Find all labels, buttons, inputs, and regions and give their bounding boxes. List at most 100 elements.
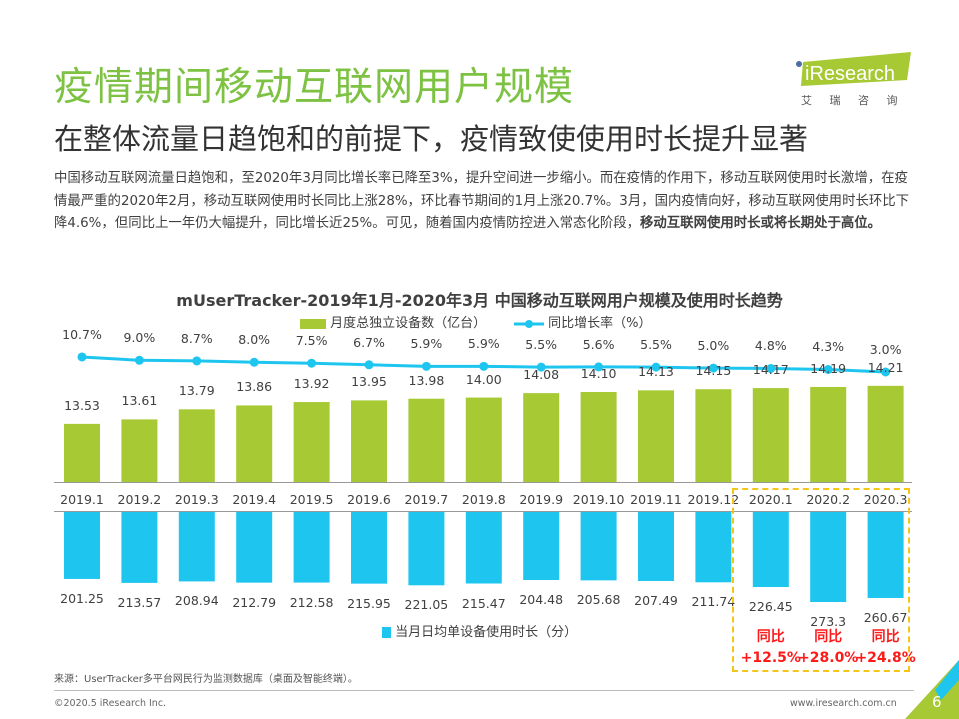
growth-value-label: 5.5% xyxy=(525,337,558,353)
device-bar xyxy=(810,386,847,482)
duration-value-label: 273.3 xyxy=(810,614,847,630)
logo-dot xyxy=(796,61,802,67)
website-link[interactable]: www.iresearch.com.cn xyxy=(790,698,897,709)
duration-bar xyxy=(580,512,617,581)
category-label: 2019.11 xyxy=(630,492,682,507)
device-bar xyxy=(351,400,387,482)
duration-value-label: 211.74 xyxy=(691,594,736,610)
device-value-label: 13.95 xyxy=(351,374,387,390)
category-label: 2020.2 xyxy=(806,492,851,507)
device-bar xyxy=(523,393,560,482)
device-bar xyxy=(121,419,158,482)
duration-bar xyxy=(121,512,158,583)
growth-value-label: 4.8% xyxy=(754,338,787,354)
device-value-label: 13.53 xyxy=(64,397,100,413)
duration-value-label: 215.95 xyxy=(347,595,391,611)
category-label: 2019.8 xyxy=(461,492,506,507)
page-corner-decoration xyxy=(905,660,959,719)
growth-value-label: 5.0% xyxy=(697,338,730,354)
duration-bar xyxy=(523,512,560,580)
iresearch-logo: iResearch 艾 瑞 咨 询 xyxy=(796,52,911,107)
chart-title: mUserTracker-2019年1月-2020年3月 中国移动互联网用户规模… xyxy=(176,291,783,310)
duration-value-label: 207.49 xyxy=(634,592,678,608)
yoy-value: +28.0% xyxy=(798,650,859,666)
growth-point xyxy=(536,362,546,372)
device-bar xyxy=(867,385,904,482)
device-value-label: 14.10 xyxy=(580,366,617,381)
device-value-label: 13.92 xyxy=(293,376,330,392)
duration-value-label: 260.67 xyxy=(863,609,908,625)
device-bar xyxy=(752,388,789,482)
category-label: 2019.1 xyxy=(60,492,104,507)
growth-point xyxy=(766,363,776,373)
duration-bar xyxy=(465,512,502,584)
category-label: 2019.2 xyxy=(117,492,162,507)
duration-value-label: 212.79 xyxy=(232,594,277,610)
duration-value-label: 226.45 xyxy=(748,599,793,615)
legend-label: 月度总独立设备数（亿台） xyxy=(330,316,487,331)
duration-value-label: 213.57 xyxy=(117,594,162,610)
category-label: 2019.6 xyxy=(347,492,391,507)
legend-growth: 同比增长率（%） xyxy=(514,312,652,331)
logo-banner xyxy=(801,52,911,86)
yoy-label: 同比 xyxy=(814,629,843,645)
growth-point xyxy=(594,362,604,372)
device-value-label: 14.19 xyxy=(810,360,847,376)
footer-divider xyxy=(54,690,914,691)
source-note: 来源：UserTracker多平台网民行为监测数据库（桌面及智能终端）。 xyxy=(54,674,358,685)
device-bar xyxy=(64,423,100,482)
duration-value-label: 201.25 xyxy=(60,590,104,606)
legend-label: 同比增长率（%） xyxy=(548,316,652,331)
category-label: 2019.10 xyxy=(572,492,625,507)
yoy-label: 同比 xyxy=(871,629,900,645)
legend-devices: 月度总独立设备数（亿台） xyxy=(300,312,486,331)
page-title: 疫情期间移动互联网用户规模 xyxy=(54,65,575,110)
duration-bar xyxy=(810,512,847,603)
device-bar xyxy=(236,405,273,482)
device-value-label: 13.98 xyxy=(408,372,445,388)
duration-bar xyxy=(293,512,330,583)
category-label: 2020.1 xyxy=(748,492,793,507)
growth-value-label: 10.7% xyxy=(62,326,102,342)
duration-bar xyxy=(64,512,100,579)
duration-value-label: 215.47 xyxy=(461,595,506,611)
growth-point xyxy=(881,367,891,377)
device-bar xyxy=(408,398,445,482)
device-value-label: 14.08 xyxy=(523,367,560,383)
category-label: 2019.5 xyxy=(289,492,334,507)
duration-bar xyxy=(408,512,445,586)
device-bar xyxy=(178,409,215,482)
legend-line-icon xyxy=(514,319,544,328)
device-value-label: 14.17 xyxy=(752,362,789,378)
duration-bar xyxy=(752,512,789,588)
growth-point xyxy=(249,357,259,367)
growth-point xyxy=(307,358,317,368)
device-value-label: 13.61 xyxy=(121,393,158,409)
growth-value-label: 8.0% xyxy=(238,332,271,348)
logo-cn: 艾 瑞 咨 询 xyxy=(801,93,905,107)
device-bar xyxy=(293,402,330,482)
growth-value-label: 5.6% xyxy=(582,336,615,352)
growth-point xyxy=(823,364,833,374)
duration-bar xyxy=(351,512,387,584)
copyright: ©2020.5 iResearch Inc. xyxy=(54,698,167,709)
duration-value-label: 204.48 xyxy=(519,591,564,607)
growth-value-label: 5.5% xyxy=(640,337,672,353)
category-label: 2019.4 xyxy=(232,492,277,507)
highlight-box xyxy=(732,488,910,672)
device-value-label: 14.13 xyxy=(638,364,674,380)
yoy-value: +24.8% xyxy=(855,650,916,666)
category-label: 2020.3 xyxy=(863,492,908,507)
page-subtitle: 在整体流量日趋饱和的前提下，疫情致使使用时长提升显著 xyxy=(54,122,809,156)
growth-value-label: 8.7% xyxy=(180,330,213,346)
duration-value-label: 212.58 xyxy=(289,594,334,610)
yoy-value: +12.5% xyxy=(740,650,801,666)
growth-point xyxy=(364,360,374,370)
category-label: 2019.9 xyxy=(519,492,564,507)
growth-point xyxy=(651,362,661,372)
legend-label: 当月日均单设备使用时长（分） xyxy=(395,625,578,640)
duration-bar xyxy=(867,512,904,598)
device-value-label: 14.00 xyxy=(465,371,502,387)
page-number: 6 xyxy=(932,693,942,711)
